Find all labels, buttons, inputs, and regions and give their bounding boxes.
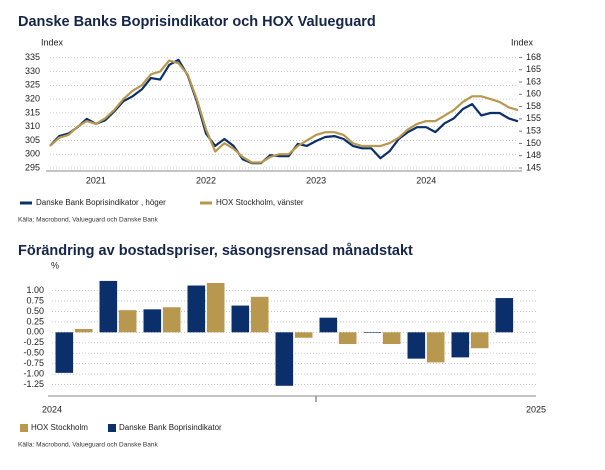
y2-tick-label: 163	[526, 76, 541, 86]
y-tick-label: 330	[25, 66, 40, 76]
y-axis-label: Index	[41, 37, 64, 47]
source: Källa: Macrobond, Valueguard och Danske …	[18, 442, 158, 449]
bar	[275, 332, 294, 386]
bar	[470, 332, 489, 349]
y2-tick-label: 165	[526, 64, 541, 74]
legend-label: Danske Bank Boprisindikator , höger	[36, 198, 166, 207]
bar	[338, 332, 357, 345]
source: Källa: Macrobond, Valueguard och Danske …	[18, 217, 158, 224]
x-tick-label: 2022	[196, 175, 216, 185]
legend-swatch	[108, 424, 116, 432]
y2-tick-label: 153	[526, 126, 541, 136]
y-tick-label: 325	[25, 80, 40, 90]
y2-tick-label: 168	[526, 52, 541, 62]
y2-tick-label: 155	[526, 113, 541, 123]
y-tick-label: 315	[25, 107, 40, 117]
bar	[187, 285, 206, 333]
x-tick-label: 2024	[42, 404, 62, 414]
y-tick-label: 320	[25, 93, 40, 103]
y-tick-label: 295	[25, 162, 40, 172]
bar	[118, 310, 137, 333]
bar	[162, 307, 181, 333]
bar	[99, 280, 118, 333]
y-tick-label: 0.25	[26, 316, 44, 326]
line-series	[49, 59, 519, 164]
y2-tick-label: 150	[526, 138, 541, 148]
y-tick-label: 335	[25, 52, 40, 62]
bar	[426, 332, 445, 363]
y-tick-label: 0.50	[26, 306, 44, 316]
bar	[451, 332, 470, 358]
bar	[294, 332, 313, 338]
y-tick-label: 305	[25, 135, 40, 145]
y-tick-label: -1.00	[23, 368, 44, 378]
y2-axis-label: Index	[511, 37, 534, 47]
legend-label: Danske Bank Boprisindikator	[119, 423, 222, 432]
y-tick-label: -0.75	[23, 358, 44, 368]
y2-tick-label: 145	[526, 162, 541, 172]
y-tick-label: -1.25	[23, 379, 44, 389]
y-tick-label: -0.25	[23, 337, 44, 347]
bar	[206, 283, 225, 333]
y2-tick-label: 158	[526, 101, 541, 111]
y-tick-label: 0.00	[26, 327, 44, 337]
y-tick-label: -0.50	[23, 348, 44, 358]
bar	[231, 305, 250, 333]
bar	[74, 328, 93, 333]
y2-tick-label: 148	[526, 150, 541, 160]
y2-tick-label: 160	[526, 89, 541, 99]
y-tick-label: 310	[25, 121, 40, 131]
bar	[250, 296, 269, 333]
chart-title: Förändring av bostadspriser, säsongsrens…	[18, 243, 413, 259]
y-tick-label: 1.00	[26, 285, 44, 295]
y-axis-label: %	[51, 260, 59, 270]
x-tick-label: 2023	[306, 175, 326, 185]
legend-swatch	[20, 424, 28, 432]
bar	[407, 332, 426, 359]
legend-label: HOX Stockholm	[31, 423, 88, 432]
line-series	[49, 58, 519, 165]
bar	[363, 332, 382, 333]
bar	[143, 309, 162, 333]
bar	[382, 332, 401, 345]
legend-label: HOX Stockholm, vänster	[216, 198, 304, 207]
x-tick-label: 2021	[86, 175, 106, 185]
bar	[319, 317, 338, 333]
y-tick-label: 300	[25, 149, 40, 159]
bar	[495, 298, 514, 333]
y-tick-label: 0.75	[26, 295, 44, 305]
chart-title: Danske Banks Boprisindikator och HOX Val…	[18, 14, 376, 30]
bar	[55, 332, 74, 373]
x-tick-label: 2024	[416, 175, 436, 185]
x-tick-label: 2025	[526, 404, 546, 414]
